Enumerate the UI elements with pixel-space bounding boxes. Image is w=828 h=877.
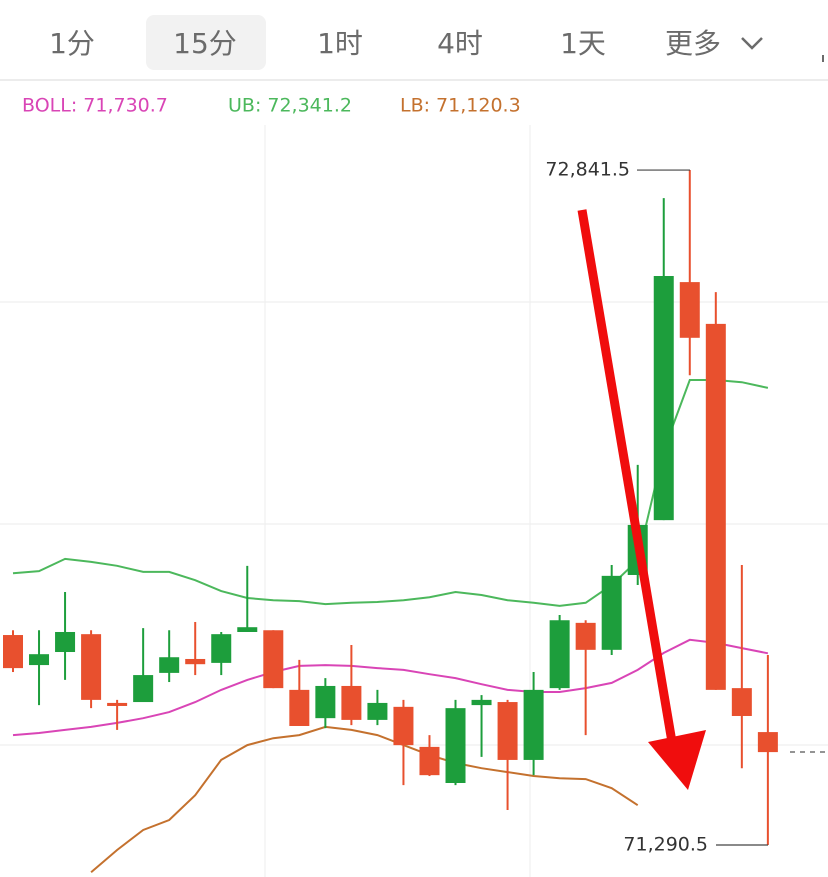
tab[interactable]: 15分 [173, 27, 237, 60]
candle-body [653, 276, 674, 521]
legend-entry: UB: 72,341.2 [228, 95, 352, 117]
more-chevron[interactable] [741, 37, 763, 50]
legend-entry: LB: 71,120.3 [400, 95, 521, 117]
candle-body [133, 675, 154, 703]
tab[interactable]: 1分 [49, 27, 95, 60]
legend: BOLL: 71,730.7 UB: 72,341.2 LB: 71,120.3 [22, 95, 521, 117]
arrow-shaft [577, 209, 677, 743]
candle-body [549, 620, 570, 689]
candles [3, 170, 778, 846]
candle-body [341, 685, 362, 720]
candle-body [601, 575, 622, 650]
red-arrow [577, 209, 706, 790]
tab[interactable]: 更多 [665, 27, 721, 60]
tab-bar: 1分 15分 1时 4时 1天 更多 [49, 15, 721, 70]
candle-body [263, 630, 284, 689]
candle-body [159, 657, 180, 673]
candle-body [523, 689, 544, 760]
candle-body [705, 323, 726, 690]
candle-body [393, 706, 414, 746]
candle-body [679, 282, 700, 338]
band-line [12, 638, 769, 737]
candle-body [315, 685, 336, 719]
candle-body [419, 746, 440, 776]
candle-body [55, 631, 76, 653]
annotations: 72,841.5 71,290.5 [545, 159, 768, 856]
candle-body [237, 627, 258, 632]
tab[interactable]: 1时 [317, 27, 363, 60]
tab-highlight [146, 15, 266, 70]
candle-body [185, 658, 206, 665]
candle-body [29, 654, 50, 666]
band-line [90, 725, 639, 873]
candle-body [211, 634, 232, 663]
candle-body [3, 635, 23, 669]
annotation-label: 71,290.5 [623, 834, 708, 856]
arrow-head [648, 730, 706, 790]
candle-body [731, 688, 752, 716]
annotation-label: 72,841.5 [545, 159, 630, 181]
tab[interactable]: 1天 [560, 27, 606, 60]
candle-body [471, 699, 492, 706]
candle-body [445, 708, 466, 783]
candle-body [81, 634, 102, 700]
legend-entry: BOLL: 71,730.7 [22, 95, 168, 117]
candle-body [367, 702, 388, 720]
candle-body [575, 622, 596, 650]
candle-body [107, 702, 128, 706]
candle-body [497, 702, 518, 760]
tab[interactable]: 4时 [437, 27, 483, 60]
candle-body [289, 689, 310, 726]
candle-body [757, 732, 778, 753]
